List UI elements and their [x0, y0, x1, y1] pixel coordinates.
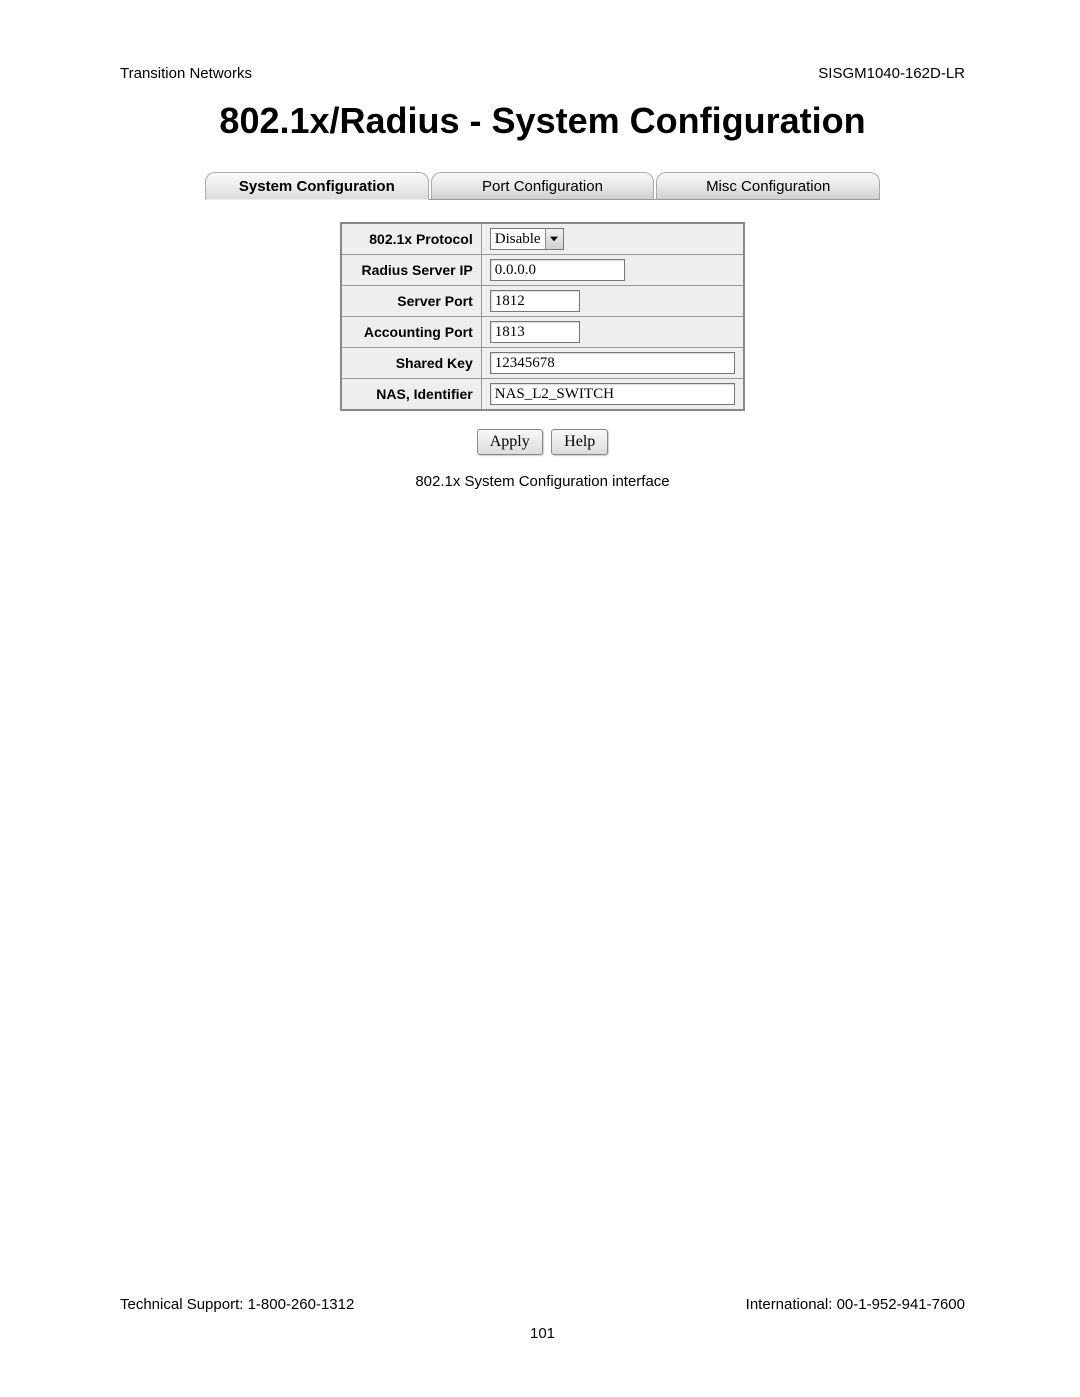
tab-port-configuration[interactable]: Port Configuration	[431, 172, 655, 199]
label-shared-key: Shared Key	[341, 348, 481, 379]
tab-system-configuration[interactable]: System Configuration	[205, 172, 429, 200]
footer-right: International: 00-1-952-941-7600	[746, 1296, 965, 1313]
shared-key-input[interactable]	[490, 352, 735, 374]
label-server-port: Server Port	[341, 286, 481, 317]
server-port-input[interactable]	[490, 290, 580, 312]
config-table: 802.1x Protocol Disable Radius Server IP…	[340, 222, 745, 411]
tab-label: System Configuration	[239, 178, 395, 195]
nas-identifier-input[interactable]	[490, 383, 735, 405]
row-accounting-port: Accounting Port	[341, 317, 744, 348]
tab-label: Port Configuration	[482, 178, 603, 195]
footer-left: Technical Support: 1-800-260-1312	[120, 1296, 354, 1313]
row-shared-key: Shared Key	[341, 348, 744, 379]
label-accounting-port: Accounting Port	[341, 317, 481, 348]
row-radius-ip: Radius Server IP	[341, 255, 744, 286]
help-button[interactable]: Help	[551, 429, 608, 455]
tab-label: Misc Configuration	[706, 178, 830, 195]
page-title: 802.1x/Radius - System Configuration	[120, 100, 965, 142]
tab-bar: System Configuration Port Configuration …	[205, 172, 880, 200]
button-row: Apply Help	[120, 429, 965, 455]
apply-button[interactable]: Apply	[477, 429, 543, 455]
row-server-port: Server Port	[341, 286, 744, 317]
row-protocol: 802.1x Protocol Disable	[341, 223, 744, 255]
accounting-port-input[interactable]	[490, 321, 580, 343]
protocol-value: Disable	[491, 231, 545, 248]
page-number: 101	[120, 1325, 965, 1342]
row-nas-identifier: NAS, Identifier	[341, 379, 744, 411]
dropdown-arrow-icon	[545, 229, 563, 249]
label-protocol: 802.1x Protocol	[341, 223, 481, 255]
document-footer: Technical Support: 1-800-260-1312 Intern…	[120, 1296, 965, 1342]
label-radius-ip: Radius Server IP	[341, 255, 481, 286]
tab-misc-configuration[interactable]: Misc Configuration	[656, 172, 880, 199]
document-header: Transition Networks SISGM1040-162D-LR	[120, 65, 965, 82]
figure-caption: 802.1x System Configuration interface	[120, 473, 965, 490]
header-right: SISGM1040-162D-LR	[818, 65, 965, 82]
header-left: Transition Networks	[120, 65, 252, 82]
label-nas-identifier: NAS, Identifier	[341, 379, 481, 411]
protocol-select[interactable]: Disable	[490, 228, 564, 250]
radius-ip-input[interactable]	[490, 259, 625, 281]
